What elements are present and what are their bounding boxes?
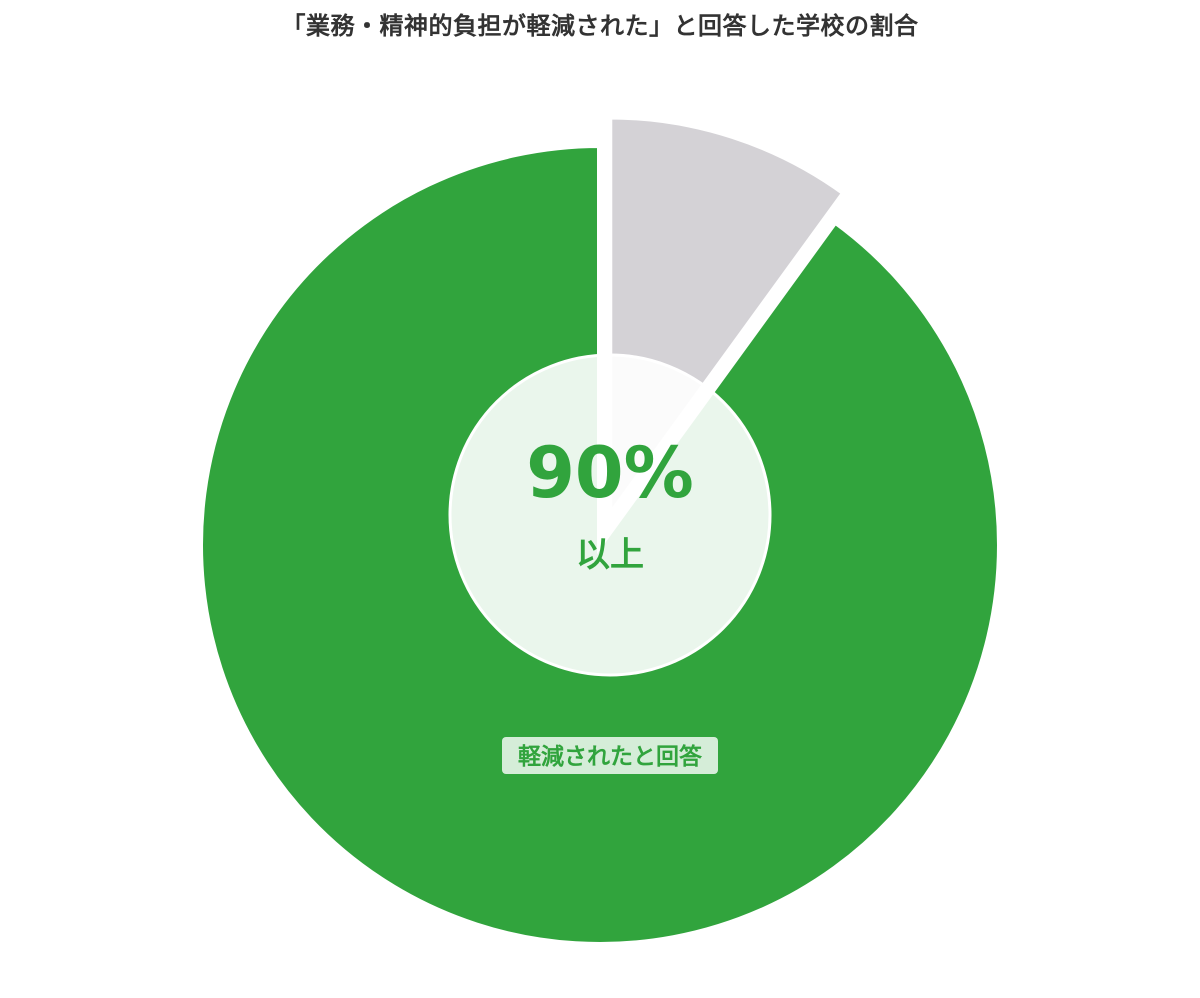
- chart-title: 「業務・精神的負担が軽減された」と回答した学校の割合: [281, 12, 919, 40]
- center-value: 90%: [526, 432, 694, 514]
- slice-label: 軽減されたと回答: [518, 743, 703, 770]
- center-sub: 以上: [576, 535, 644, 575]
- donut-center: [448, 353, 772, 677]
- slice-label-bg: [502, 737, 718, 774]
